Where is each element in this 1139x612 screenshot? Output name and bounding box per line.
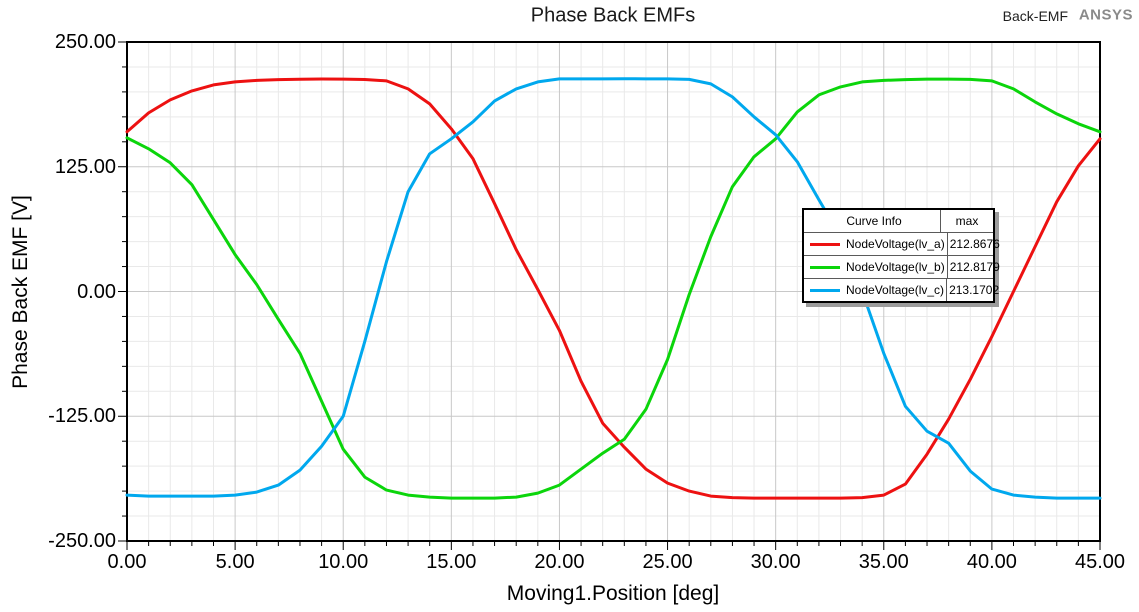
series-b-label: NodeVoltage(lv_b)	[846, 260, 945, 274]
legend-row-lv-b: NodeVoltage(lv_b) 212.8179	[804, 255, 1000, 278]
series-a-max-value: 212.8676	[946, 233, 1002, 255]
x-tick-label: 25.00	[642, 551, 693, 573]
y-tick-label: 250.00	[54, 31, 116, 53]
y-tick-label: 125.00	[54, 155, 116, 178]
ansys-logo: ANSYS	[1078, 6, 1133, 24]
legend-header-row: Curve Info max	[804, 210, 993, 232]
design-name-label: Back-EMF	[1002, 8, 1068, 24]
series-b-max-value: 212.8179	[946, 256, 1002, 278]
legend-header-max: max	[940, 210, 993, 232]
x-tick-label: 0.00	[107, 551, 147, 573]
x-tick-label: 40.00	[966, 551, 1017, 573]
legend-header-curve-info: Curve Info	[846, 214, 902, 228]
x-tick-label: 20.00	[534, 551, 585, 573]
legend-row-lv-a: NodeVoltage(lv_a) 212.8676	[804, 232, 1000, 255]
chart-title: Phase Back EMFs	[530, 4, 696, 27]
x-tick-label: 10.00	[318, 551, 369, 573]
y-tick-label: -125.00	[48, 405, 116, 428]
series-b-line-swatch	[810, 265, 840, 269]
x-tick-label: 45.00	[1074, 551, 1126, 573]
legend-box: Curve Info max NodeVoltage(lv_a) 212.867…	[802, 208, 1000, 303]
y-tick-label: 0.00	[77, 280, 116, 303]
series-c-max-value: 213.1702	[946, 279, 1001, 301]
series-c-line-swatch	[810, 288, 840, 292]
series-c-label: NodeVoltage(lv_c)	[846, 283, 945, 297]
x-tick-label: 15.00	[426, 551, 477, 573]
x-tick-label: 35.00	[858, 551, 909, 573]
x-tick-label: 5.00	[215, 551, 255, 573]
legend-row-lv-c: NodeVoltage(lv_c) 213.1702	[804, 278, 999, 301]
x-tick-label: 30.00	[750, 551, 801, 573]
series-a-label: NodeVoltage(lv_a)	[846, 237, 945, 251]
curve-NodeVoltage(lv_c)	[125, 77, 1102, 500]
y-tick-label: -250.00	[48, 530, 116, 552]
curve-NodeVoltage(lv_b)	[125, 77, 1102, 500]
series-a-line-swatch	[810, 242, 840, 246]
x-axis-title: Moving1.Position [deg]	[506, 582, 720, 605]
